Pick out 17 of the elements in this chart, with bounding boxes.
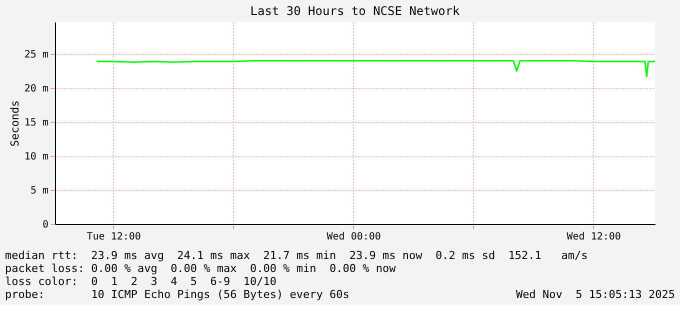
x-tick-label: Tue 12:00 — [86, 232, 141, 242]
y-tick-label: 25 m — [24, 49, 48, 60]
chart-title: Last 30 Hours to NCSE Network — [250, 4, 461, 18]
x-tick-label: Wed 12:00 — [566, 232, 621, 242]
y-tick-label: 10 m — [24, 151, 48, 162]
y-tick-label: 5 m — [30, 185, 48, 196]
y-axis-title: Seconds — [8, 100, 22, 147]
y-tick-label: 20 m — [24, 83, 48, 94]
text: loss color: 0 1 2 3 4 5 6-9 10/10 — [5, 275, 277, 288]
line-series — [96, 60, 656, 78]
text: median rtt: 23.9 ms avg 24.1 ms max 21.7 ms min 23.9 ms now 0.2 ms sd 152.1 am/s — [5, 249, 588, 262]
text: Wed Nov 5 15:05:13 2025 — [516, 288, 675, 301]
x-tick-label: Wed 00:00 — [326, 232, 381, 242]
text: packet loss: 0.00 % avg 0.00 % max 0.00 % min 0.00 % now — [5, 262, 396, 275]
y-tick-label: 0 — [42, 220, 48, 230]
y-tick-label: 15 m — [24, 117, 48, 128]
text: probe: 10 ICMP Echo Pings (56 Bytes) every 60s — [5, 288, 350, 301]
